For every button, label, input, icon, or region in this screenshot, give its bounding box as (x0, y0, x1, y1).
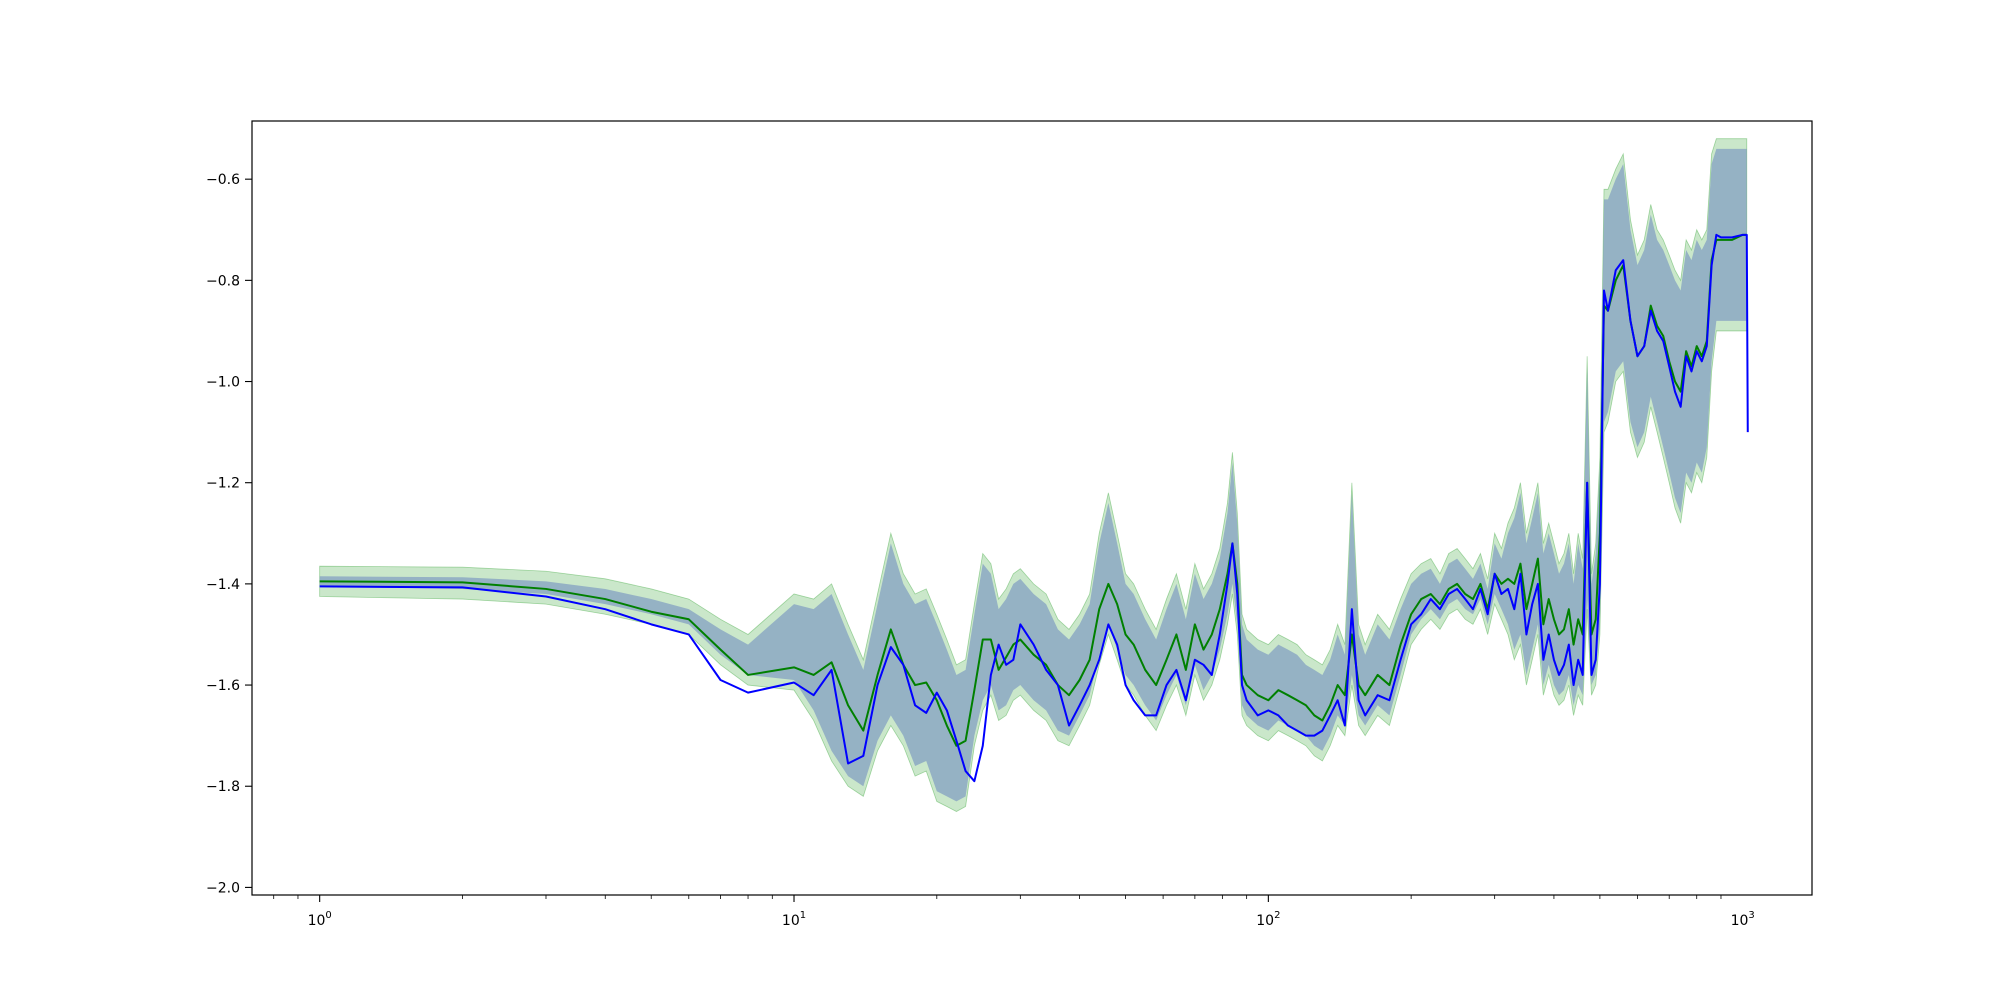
y-tick-label: −1.4 (206, 577, 240, 593)
series-lines (319, 233, 1749, 783)
y-tick-label: −1.2 (206, 476, 240, 492)
x-tick-label: 103 (1731, 910, 1755, 929)
x-tick-label: 102 (1256, 910, 1280, 929)
x-tick-label: 101 (782, 910, 806, 929)
y-tick-label: −1.6 (206, 678, 240, 694)
y-tick-label: −1.0 (206, 375, 240, 391)
x-tick-label: 100 (308, 910, 332, 929)
series-1-line (319, 233, 1749, 783)
plot-frame (251, 120, 1813, 896)
y-tick-label: −1.8 (206, 779, 240, 795)
y-tick-label: −2.0 (206, 880, 240, 896)
y-axis: −0.6 −0.8 −1.0 −1.2 −1.4 −1.6 −1.8 −2.0 (206, 172, 252, 896)
x-axis: 100 101 102 103 (273, 895, 1755, 929)
band-overlap (319, 148, 1747, 802)
y-tick-label: −0.8 (206, 273, 240, 289)
series-0-line (319, 233, 1747, 747)
y-tick-label: −0.6 (206, 172, 240, 188)
